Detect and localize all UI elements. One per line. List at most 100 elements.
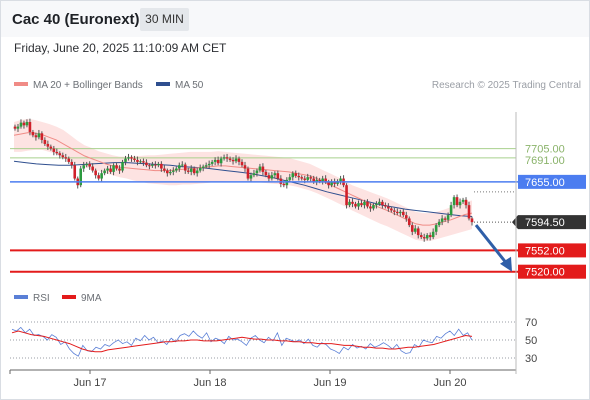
- candle-body: [240, 161, 244, 166]
- candle-body: [115, 165, 118, 169]
- candle-body: [267, 175, 271, 179]
- candle-body: [201, 166, 205, 168]
- rsi-swatch: [14, 295, 28, 300]
- candle-body: [61, 155, 65, 158]
- candle-body: [70, 161, 74, 166]
- candle-body: [49, 146, 53, 149]
- candle-body: [91, 166, 94, 171]
- candle-body: [55, 151, 59, 154]
- candle-body: [419, 235, 423, 238]
- candle-body: [31, 131, 35, 136]
- rsi-ma-swatch: [62, 295, 76, 300]
- candle-body: [470, 218, 474, 223]
- candle-body: [375, 203, 378, 206]
- rsi-label: RSI: [33, 293, 50, 304]
- candle-body: [431, 231, 435, 238]
- candle-body: [378, 201, 381, 204]
- rsi-tick-50: 50: [525, 335, 537, 347]
- candle-body: [396, 211, 399, 214]
- candle-body: [124, 158, 127, 162]
- ma50-label: MA 50: [175, 80, 204, 91]
- candle-body: [163, 168, 166, 171]
- candle-body: [127, 157, 130, 159]
- candle-body: [166, 170, 169, 174]
- candle-body: [297, 175, 301, 178]
- candle-body: [52, 148, 56, 152]
- timeframe-badge[interactable]: 30 MIN: [140, 8, 189, 31]
- candle-body: [312, 178, 315, 182]
- candle-body: [160, 163, 163, 169]
- candle-body: [46, 143, 50, 147]
- candle-body: [249, 175, 253, 179]
- candle-body: [339, 178, 342, 182]
- candle-body: [210, 161, 214, 164]
- candle-body: [402, 211, 405, 216]
- candle-body: [449, 205, 453, 216]
- candle-body: [294, 173, 298, 176]
- candle-body: [440, 218, 444, 222]
- candle-body: [112, 165, 115, 172]
- candle-body: [327, 181, 330, 186]
- candle-body: [324, 178, 327, 182]
- candle-body: [216, 159, 220, 164]
- candle-body: [300, 177, 304, 179]
- candle-body: [228, 158, 232, 160]
- candle-body: [464, 199, 468, 206]
- candle-body: [82, 165, 85, 169]
- candle-body: [288, 177, 292, 180]
- candle-body: [410, 225, 414, 232]
- candle-body: [198, 167, 202, 171]
- candle-body: [13, 126, 17, 129]
- candle-body: [109, 168, 112, 172]
- candle-body: [145, 162, 148, 166]
- candle-body: [169, 171, 172, 174]
- rsi-tick-30: 30: [525, 353, 537, 365]
- candle-body: [172, 170, 175, 172]
- candle-body: [234, 158, 238, 162]
- chart-header: Cac 40 (Euronext) 30 MIN: [1, 1, 589, 37]
- pivot-label-box: [518, 174, 586, 189]
- candle-body: [79, 168, 83, 186]
- candle-body: [399, 211, 402, 214]
- pivot-label: 7655.00: [525, 177, 565, 189]
- candle-body: [467, 205, 471, 219]
- candle-body: [321, 178, 324, 182]
- candle-body: [357, 203, 360, 207]
- x-tick-label-3: Jun 20: [433, 377, 466, 389]
- resistance-label-0: 7705.00: [525, 144, 565, 156]
- candle-body: [139, 161, 142, 163]
- candle-body: [142, 161, 145, 163]
- candle-body: [34, 135, 38, 138]
- candle-body: [393, 210, 396, 212]
- candle-body: [85, 163, 88, 166]
- instrument-title: Cac 40 (Euronext): [12, 11, 140, 28]
- candle-body: [67, 158, 71, 162]
- candle-body: [455, 197, 459, 206]
- candle-body: [407, 218, 411, 226]
- x-tick-label-1: Jun 18: [193, 377, 226, 389]
- current-price-box: [512, 215, 586, 230]
- candle-body: [222, 157, 226, 159]
- candle-body: [443, 218, 447, 220]
- candle-body: [25, 121, 29, 126]
- support-label-box-5: [518, 264, 586, 279]
- candle-body: [282, 183, 286, 186]
- rsi-line: [11, 326, 473, 357]
- candle-body: [413, 228, 417, 232]
- candle-body: [174, 168, 178, 171]
- candle-body: [404, 215, 408, 219]
- candle-body: [270, 175, 274, 179]
- x-tick-label-2: Jun 19: [313, 377, 346, 389]
- candle-body: [88, 163, 91, 167]
- chart-datetime: Friday, June 20, 2025 11:10:09 AM CET: [14, 41, 227, 55]
- candle-body: [154, 164, 157, 166]
- candle-body: [207, 163, 211, 166]
- rsi-ma-label: 9MA: [81, 293, 102, 304]
- candle-body: [252, 173, 256, 176]
- bollinger-band-area: [14, 118, 472, 242]
- candle-body: [204, 165, 208, 167]
- candle-body: [94, 170, 97, 176]
- current-price-label: 7594.50: [525, 217, 565, 229]
- candle-body: [246, 168, 250, 179]
- candle-body: [195, 170, 199, 174]
